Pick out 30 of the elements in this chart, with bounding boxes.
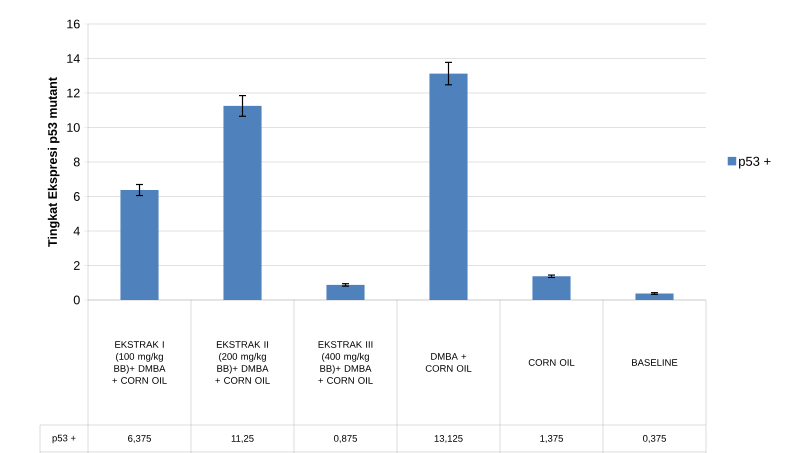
bar (223, 106, 262, 300)
x-tick-label: BASELINE (632, 359, 678, 366)
y-tick-label: 12 (67, 88, 80, 98)
y-tick-label: 16 (67, 19, 80, 28)
bar (326, 284, 365, 300)
y-tick-label: 14 (67, 54, 80, 63)
x-tick-label: DMBA + CORN OIL (426, 353, 472, 372)
data-label: 11,25 (232, 434, 254, 443)
y-axis-title: Tingkat Ekspresi p53 mutant (48, 77, 60, 247)
data-label: 0,875 (334, 434, 357, 443)
x-tick-label: EKSTRAK II (200 mg/kg BB)+ DMBA + CORN OIL (215, 341, 270, 384)
data-label: 1,375 (540, 434, 563, 443)
legend-label: p53 + (739, 156, 770, 168)
y-tick-label: 8 (74, 157, 80, 166)
data-label: 0,375 (642, 434, 666, 443)
bar (120, 190, 159, 300)
y-tick-label: 4 (74, 226, 80, 236)
bar (635, 293, 674, 300)
data-label: 6,375 (128, 434, 151, 443)
y-tick-label: 0 (74, 295, 80, 304)
x-tick-label: CORN OIL (528, 359, 574, 366)
x-tick-label: EKSTRAK I (100 mg/kg BB)+ DMBA + CORN OIL (112, 341, 167, 384)
y-tick-label: 6 (74, 192, 80, 201)
y-tick-label: 2 (74, 261, 80, 270)
text: p53 + (52, 434, 76, 444)
bar (429, 73, 468, 300)
data-label: 13,125 (434, 434, 463, 443)
bar (532, 276, 571, 300)
x-tick-label: EKSTRAK III (400 mg/kg BB)+ DMBA + CORN OIL (318, 341, 373, 384)
y-tick-label: 10 (67, 122, 80, 132)
